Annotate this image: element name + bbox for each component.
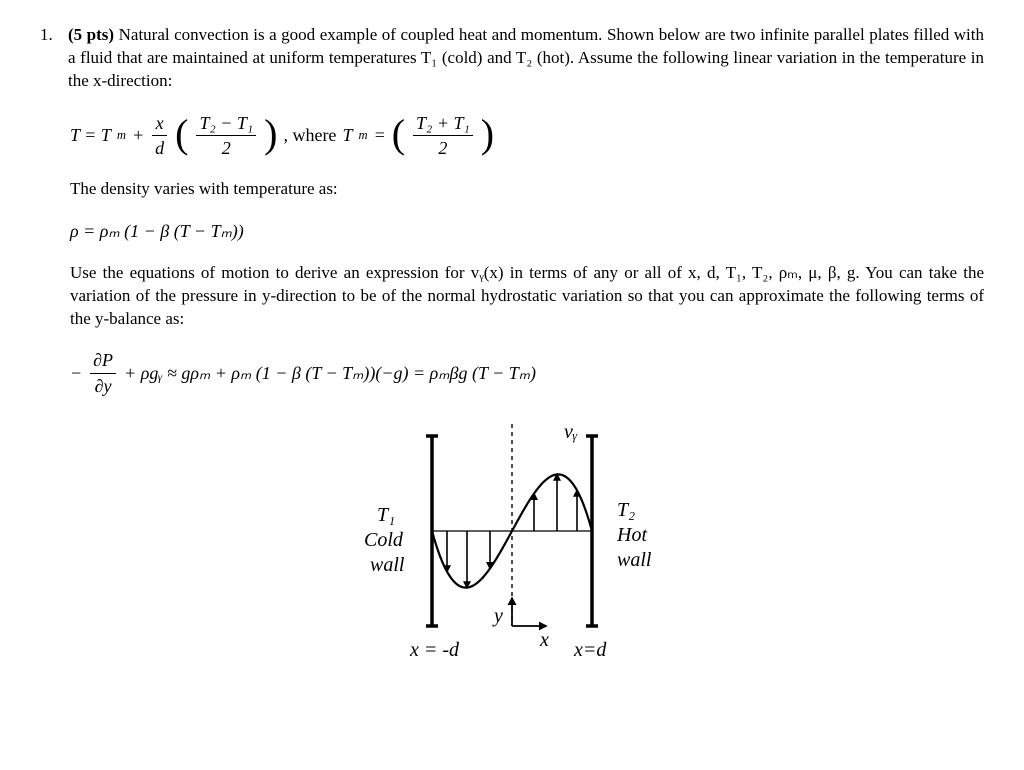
svg-text:x: x bbox=[539, 629, 549, 651]
svg-text:Cold: Cold bbox=[364, 529, 404, 551]
intro-text: Natural convection is a good example of … bbox=[68, 25, 984, 90]
svg-text:y: y bbox=[492, 605, 503, 627]
para-derive: Use the equations of motion to derive an… bbox=[70, 262, 984, 331]
equation-2: ρ = ρₘ (1 − β (T − Tₘ)) bbox=[70, 219, 984, 243]
problem-number: 1. bbox=[40, 24, 68, 47]
svg-text:T₁: T₁ bbox=[377, 504, 395, 526]
svg-text:vᵧ: vᵧ bbox=[564, 421, 578, 443]
svg-text:x=d: x=d bbox=[573, 639, 607, 661]
points-label: (5 pts) bbox=[68, 25, 114, 44]
svg-text:wall: wall bbox=[370, 554, 405, 576]
problem-intro: (5 pts) Natural convection is a good exa… bbox=[68, 24, 984, 93]
svg-text:T₂: T₂ bbox=[617, 499, 635, 521]
para-density: The density varies with temperature as: bbox=[70, 178, 984, 201]
equation-1: T = Tm + xd ( T₂ − T₁2 ) , where Tm = ( … bbox=[70, 111, 984, 161]
figure-convection: T₁ Cold wall T₂ Hot wall vᵧ y x x = -d x=d bbox=[40, 416, 984, 676]
svg-text:Hot: Hot bbox=[616, 524, 647, 546]
equation-3: − ∂P∂y + ρgᵧ ≈ gρₘ + ρₘ (1 − β (T − Tₘ))… bbox=[70, 348, 984, 398]
svg-text:x = -d: x = -d bbox=[409, 639, 460, 661]
svg-text:wall: wall bbox=[617, 549, 652, 571]
